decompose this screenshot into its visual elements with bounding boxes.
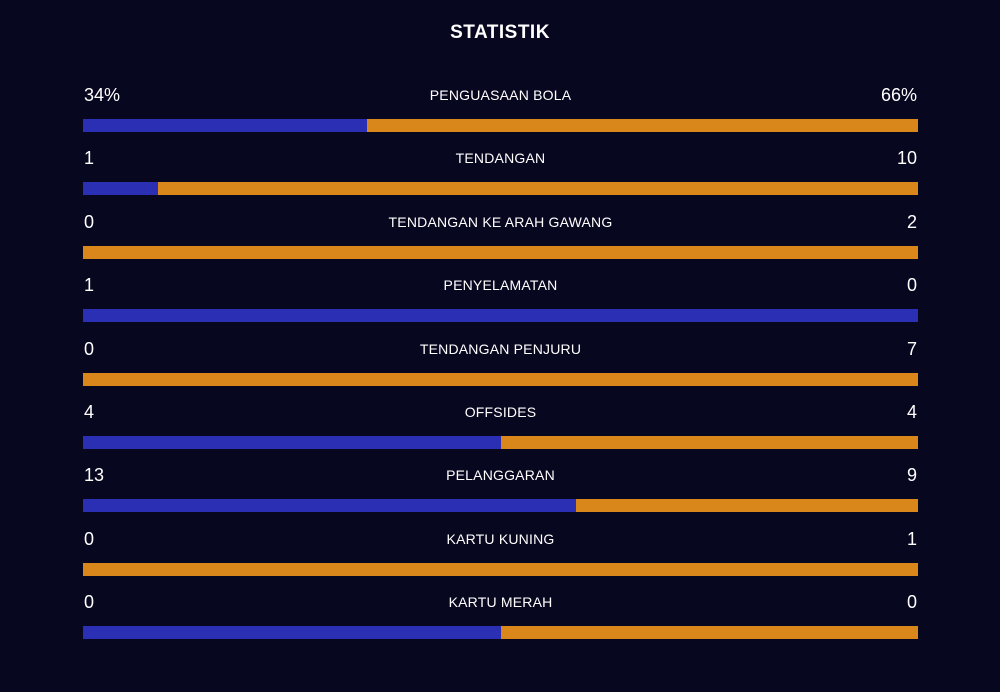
away-bar-segment: [158, 182, 918, 195]
stat-row: 1 TENDANGAN 10: [83, 146, 918, 206]
stat-bar: [83, 246, 918, 259]
stat-label: KARTU KUNING: [446, 531, 555, 547]
stat-label: TENDANGAN: [455, 150, 546, 166]
stat-label: PELANGGARAN: [446, 467, 555, 483]
home-value: 1: [84, 275, 95, 295]
away-value: 7: [906, 339, 917, 359]
away-value: 4: [906, 402, 917, 422]
home-bar-segment: [83, 499, 576, 512]
home-value: 0: [84, 529, 95, 549]
stat-label: TENDANGAN KE ARAH GAWANG: [388, 214, 613, 230]
page-title: STATISTIK: [450, 22, 550, 43]
stat-row: 0 KARTU KUNING 1: [83, 527, 918, 587]
away-bar-segment: [83, 373, 918, 386]
away-bar-segment: [500, 626, 918, 639]
home-bar-segment: [83, 119, 367, 132]
stat-bar: [83, 499, 918, 512]
stat-row: 13 PELANGGARAN 9: [83, 463, 918, 523]
away-value: 1: [906, 529, 917, 549]
stat-label: TENDANGAN PENJURU: [419, 341, 582, 357]
stat-label: PENYELAMATAN: [443, 277, 558, 293]
home-bar-segment: [83, 182, 159, 195]
stat-row: 4 OFFSIDES 4: [83, 400, 918, 460]
home-value: 0: [84, 339, 95, 359]
home-value: 1: [84, 148, 95, 168]
away-value: 9: [906, 465, 917, 485]
stat-bar: [83, 119, 918, 132]
stat-label: KARTU MERAH: [448, 594, 553, 610]
stat-label: OFFSIDES: [464, 404, 537, 420]
home-bar-segment: [83, 309, 918, 322]
home-value: 4: [84, 402, 95, 422]
stat-row: 0 TENDANGAN PENJURU 7: [83, 337, 918, 397]
away-bar-segment: [500, 436, 918, 449]
stat-row: 0 KARTU MERAH 0: [83, 590, 918, 650]
home-value: 0: [84, 212, 95, 232]
away-value: 0: [906, 592, 917, 612]
stat-row: 34% PENGUASAAN BOLA 66%: [83, 83, 918, 143]
away-bar-segment: [366, 119, 918, 132]
stat-row: 1 PENYELAMATAN 0: [83, 273, 918, 333]
stat-row: 0 TENDANGAN KE ARAH GAWANG 2: [83, 210, 918, 270]
stat-bar: [83, 563, 918, 576]
stat-bar: [83, 373, 918, 386]
stat-bar: [83, 182, 918, 195]
stat-bar: [83, 436, 918, 449]
home-value: 0: [84, 592, 95, 612]
away-value: 2: [906, 212, 917, 232]
stat-bar: [83, 309, 918, 322]
away-value: 0: [906, 275, 917, 295]
away-value: 10: [896, 148, 917, 168]
stat-label: PENGUASAAN BOLA: [429, 87, 572, 103]
home-bar-segment: [83, 436, 501, 449]
home-value: 13: [84, 465, 105, 485]
home-value: 34%: [84, 85, 121, 105]
away-bar-segment: [83, 246, 918, 259]
away-bar-segment: [83, 563, 918, 576]
away-value: 66%: [880, 85, 917, 105]
stat-bar: [83, 626, 918, 639]
away-bar-segment: [575, 499, 918, 512]
home-bar-segment: [83, 626, 501, 639]
